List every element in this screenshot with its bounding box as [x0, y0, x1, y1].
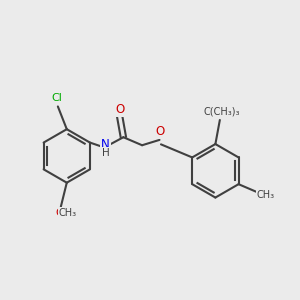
Text: CH₃: CH₃: [256, 190, 275, 200]
Text: O: O: [155, 125, 165, 138]
Text: C(CH₃)₃: C(CH₃)₃: [203, 106, 240, 116]
Text: H: H: [102, 148, 110, 158]
Text: O: O: [55, 208, 64, 218]
Text: O: O: [115, 103, 124, 116]
Text: Cl: Cl: [51, 93, 62, 103]
Text: N: N: [101, 138, 110, 151]
Text: CH₃: CH₃: [58, 208, 76, 218]
